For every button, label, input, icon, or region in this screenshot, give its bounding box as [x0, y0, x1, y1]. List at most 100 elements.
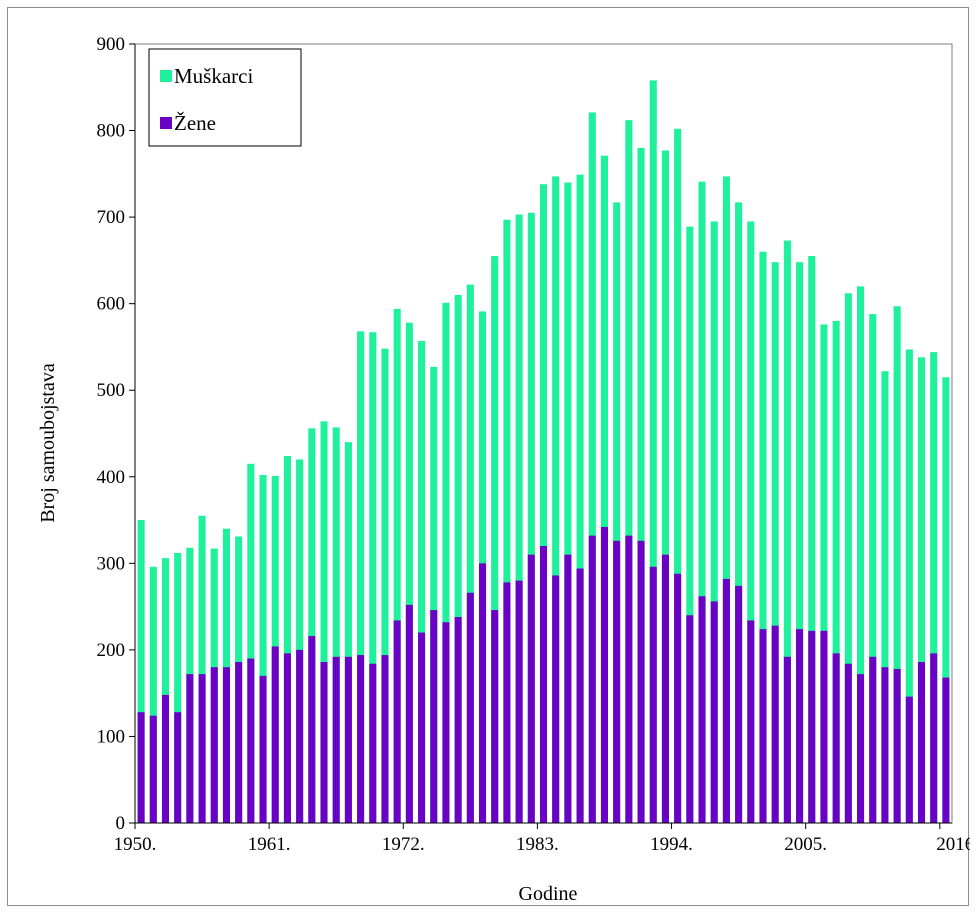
bar-zene — [722, 578, 730, 823]
bar-zene — [539, 546, 548, 823]
bar-zene — [222, 667, 230, 823]
bar-muskarci — [442, 302, 450, 823]
bar-zene — [174, 712, 182, 823]
bar-muskarci — [296, 459, 304, 823]
bar-zene — [600, 526, 609, 823]
bar-muskarci — [357, 331, 365, 823]
bar-zene — [576, 568, 584, 823]
bar-zene — [344, 656, 352, 823]
bar-muskarci — [869, 314, 877, 823]
bar-zene — [405, 604, 413, 823]
bar-zene — [820, 630, 828, 823]
bar-muskarci — [503, 219, 511, 824]
suicide-bar-chart: 0 100 200 300 400 500 600 700 800 900 1950. 1961. 19… — [37, 34, 971, 905]
bar-zene — [625, 535, 633, 823]
bar-muskarci — [515, 214, 523, 823]
bar-zene — [747, 620, 755, 823]
bar-zene — [503, 582, 511, 823]
bar-muskarci — [491, 256, 499, 823]
y-tick-label: 100 — [97, 726, 126, 747]
bar-muskarci — [332, 427, 340, 823]
legend-label-muskarci: Muškarci — [174, 64, 253, 88]
x-tick-label: 1950. — [114, 834, 157, 855]
bar-zene — [369, 663, 377, 823]
x-tick-label: 1961. — [248, 834, 291, 855]
bar-muskarci — [637, 147, 645, 823]
x-tick-label: 1983. — [516, 834, 559, 855]
bar-zene — [698, 596, 706, 823]
bar-zene — [393, 620, 401, 823]
bar-muskarci — [661, 150, 669, 824]
bar-muskarci — [844, 293, 852, 823]
bar-zene — [917, 662, 926, 823]
bar-zene — [771, 625, 779, 823]
bar-muskarci — [174, 552, 182, 823]
bar-zene — [430, 610, 438, 823]
legend-box — [148, 48, 302, 147]
bar-zene — [930, 653, 938, 823]
bar-muskarci — [600, 155, 609, 823]
bar-muskarci — [649, 80, 657, 823]
bar-zene — [198, 674, 206, 823]
bar-zene — [442, 622, 450, 823]
bar-muskarci — [710, 221, 718, 823]
bar-muskarci — [527, 212, 535, 824]
bar-zene — [832, 653, 840, 823]
bar-muskarci — [552, 176, 560, 823]
y-tick-label: 500 — [97, 380, 126, 401]
bar-muskarci — [735, 202, 743, 823]
bar-muskarci — [454, 295, 462, 823]
bar-muskarci — [881, 371, 889, 823]
bar-muskarci — [466, 284, 474, 823]
bar-zene — [235, 662, 243, 823]
bar-muskarci — [930, 352, 938, 823]
bar-zene — [613, 540, 621, 823]
bar-zene — [637, 540, 645, 823]
y-axis-title: Broj samoubojstava — [37, 363, 59, 523]
bar-zene — [759, 629, 767, 823]
bar-muskarci — [369, 332, 377, 823]
bar-zene — [308, 636, 316, 823]
bar-muskarci — [588, 112, 596, 823]
bar-muskarci — [137, 520, 145, 823]
bar-muskarci — [344, 442, 352, 823]
bar-zene — [881, 667, 889, 823]
bar-zene — [478, 563, 487, 823]
bar-muskarci — [698, 181, 706, 823]
bar-muskarci — [771, 262, 779, 823]
bar-zene — [357, 655, 365, 823]
axes — [134, 44, 952, 824]
x-tick-label: 2005. — [784, 834, 827, 855]
y-tick-label: 600 — [97, 294, 126, 315]
bar-zene — [893, 668, 901, 823]
legend: Muškarci Žene — [148, 48, 302, 147]
legend-swatch-muskarci — [160, 70, 172, 82]
bar-muskarci — [917, 357, 926, 823]
bar-muskarci — [686, 226, 694, 824]
bar-zene — [515, 580, 523, 823]
bar-muskarci — [832, 320, 840, 823]
bar-muskarci — [625, 120, 633, 824]
bar-zene — [735, 585, 743, 823]
bar-muskarci — [247, 463, 255, 823]
bar-muskarci — [613, 202, 621, 823]
bar-muskarci — [198, 515, 206, 823]
bar-zene — [247, 658, 255, 823]
x-axis-title: Godine — [519, 883, 578, 905]
ticks: 0 100 200 300 400 500 600 700 800 900 1950. 1961. 19… — [97, 34, 971, 855]
bar-zene — [186, 674, 194, 823]
bar-zene — [320, 662, 328, 823]
bar-muskarci — [796, 262, 804, 823]
bar-zene — [674, 573, 682, 823]
bar-zene — [210, 667, 218, 823]
bar-zene — [466, 592, 474, 823]
bar-zene — [844, 663, 852, 823]
bar-muskarci — [759, 251, 767, 823]
x-tick-label: 1972. — [382, 834, 425, 855]
bar-muskarci — [149, 566, 157, 823]
bar-zene — [783, 656, 791, 823]
bar-zene — [796, 629, 804, 823]
bar-muskarci — [783, 240, 791, 824]
bar-zene — [942, 677, 950, 823]
chart-frame: 0 100 200 300 400 500 600 700 800 900 1950. 1961. 19… — [7, 7, 971, 906]
